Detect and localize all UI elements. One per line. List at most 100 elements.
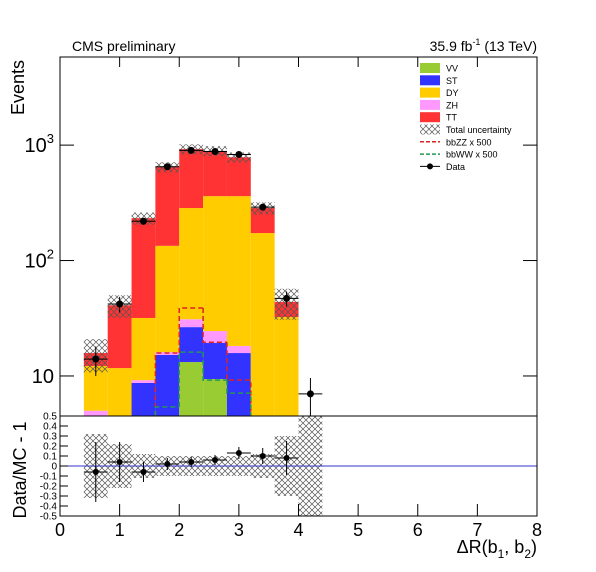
legend-swatch bbox=[420, 99, 440, 110]
signal-step bbox=[154, 406, 180, 416]
legend-label: ST bbox=[446, 76, 458, 86]
ratio-tick-label: -0.5 bbox=[40, 512, 58, 523]
x-tick-label: 7 bbox=[472, 520, 482, 540]
stack-bar bbox=[203, 343, 227, 380]
y-tick-label: 103 bbox=[25, 131, 54, 157]
ratio-tick-label: -0.1 bbox=[40, 472, 58, 483]
x-tick-label: 2 bbox=[174, 520, 184, 540]
ratio-point bbox=[283, 455, 290, 461]
data-point bbox=[187, 146, 195, 154]
y-tick-label: 10 bbox=[32, 366, 54, 388]
legend-swatch bbox=[420, 75, 440, 86]
stack-bar bbox=[226, 345, 251, 354]
y-tick-label: 102 bbox=[25, 247, 54, 273]
stack-bar bbox=[107, 305, 132, 369]
x-tick-label: 8 bbox=[532, 520, 542, 540]
signal-step bbox=[178, 307, 204, 354]
stack-bar bbox=[226, 353, 251, 416]
signal-step bbox=[226, 342, 252, 416]
y-tick-exponent: 2 bbox=[47, 247, 54, 262]
ratio-point bbox=[140, 469, 147, 475]
x-tick-label: 6 bbox=[413, 520, 423, 540]
data-point bbox=[235, 150, 243, 158]
legend-label: VV bbox=[446, 64, 458, 74]
stack-bar bbox=[155, 245, 180, 353]
y-tick-base: 10 bbox=[25, 135, 47, 157]
stack-bar bbox=[83, 410, 108, 416]
ratio-point bbox=[188, 459, 195, 465]
stack-bar bbox=[203, 150, 227, 197]
ratio-tick-label: -0.3 bbox=[40, 492, 58, 503]
stack-bar bbox=[179, 362, 204, 416]
legend-label: DY bbox=[446, 88, 459, 98]
stack-bar bbox=[203, 196, 227, 332]
legend-label: ZH bbox=[446, 100, 458, 110]
x-axis-label: ΔR(b1, b2) bbox=[457, 537, 537, 561]
x-tick-label: 4 bbox=[293, 520, 303, 540]
x-tick-label: 5 bbox=[353, 520, 363, 540]
data-point bbox=[306, 390, 314, 398]
stack-bar bbox=[179, 208, 204, 320]
stack-bar bbox=[179, 327, 204, 363]
data-point bbox=[283, 294, 291, 302]
legend-marker bbox=[427, 163, 433, 170]
data-point bbox=[139, 217, 147, 225]
stack-bar bbox=[203, 331, 227, 344]
stack-bar bbox=[226, 196, 251, 346]
ratio-tick-label: 0.3 bbox=[43, 432, 57, 443]
y-tick-base: 10 bbox=[32, 366, 54, 388]
stack-bar bbox=[131, 218, 156, 318]
stack-bar bbox=[250, 233, 275, 416]
ratio-tick-label: -0.2 bbox=[40, 482, 58, 493]
y-tick-exponent: 3 bbox=[47, 131, 54, 146]
ratio-point bbox=[259, 453, 266, 459]
data-point bbox=[259, 203, 267, 211]
stack-bar bbox=[155, 167, 180, 246]
stack-bar bbox=[131, 382, 156, 416]
ratio-tick-label: 0.1 bbox=[43, 452, 57, 463]
legend-label: bbWW x 500 bbox=[446, 150, 498, 160]
ratio-tick-label: 0 bbox=[51, 462, 57, 473]
ratio-tick-label: 0.4 bbox=[43, 422, 57, 433]
data-point bbox=[163, 163, 171, 171]
stack-bar bbox=[131, 317, 156, 381]
data-point bbox=[211, 148, 219, 156]
legend-swatch bbox=[420, 112, 440, 123]
ratio-point bbox=[116, 459, 123, 465]
signal-step bbox=[202, 352, 227, 381]
legend-swatch bbox=[420, 87, 440, 98]
legend-swatch bbox=[420, 63, 440, 73]
stack-bar bbox=[226, 157, 251, 197]
signal-step bbox=[226, 380, 252, 416]
ratio-point bbox=[212, 457, 219, 463]
legend-swatch bbox=[420, 124, 440, 135]
stack-bar bbox=[131, 380, 156, 383]
legend-label: Data bbox=[446, 162, 465, 172]
ratio-axis-label: Data/MC - 1 bbox=[10, 421, 30, 518]
stack-bar bbox=[83, 366, 108, 411]
legend-label: Total uncertainty bbox=[446, 125, 512, 135]
ratio-tick-label: -0.4 bbox=[40, 502, 58, 513]
ratio-tick-label: 0.2 bbox=[43, 442, 57, 453]
x-tick-label: 3 bbox=[234, 520, 244, 540]
x-tick-label: 1 bbox=[115, 520, 125, 540]
signal-step bbox=[178, 351, 204, 407]
ratio-point bbox=[164, 461, 171, 467]
ratio-point bbox=[235, 450, 242, 456]
signal-step bbox=[154, 352, 180, 416]
legend-label: TT bbox=[446, 113, 457, 123]
ratio-tick-label: 0.5 bbox=[43, 412, 57, 423]
stack-bar bbox=[155, 354, 180, 416]
legend-label: bbZZ x 500 bbox=[446, 137, 492, 147]
data-point bbox=[116, 300, 124, 308]
y-axis-label: Events bbox=[8, 60, 28, 115]
stack-bar bbox=[179, 319, 204, 328]
stack-bar bbox=[274, 317, 299, 416]
data-point bbox=[92, 355, 100, 363]
stack-bar bbox=[179, 149, 204, 209]
y-tick-base: 10 bbox=[25, 251, 47, 273]
ratio-point bbox=[92, 469, 99, 475]
chart-title: CMS preliminary bbox=[72, 38, 175, 54]
